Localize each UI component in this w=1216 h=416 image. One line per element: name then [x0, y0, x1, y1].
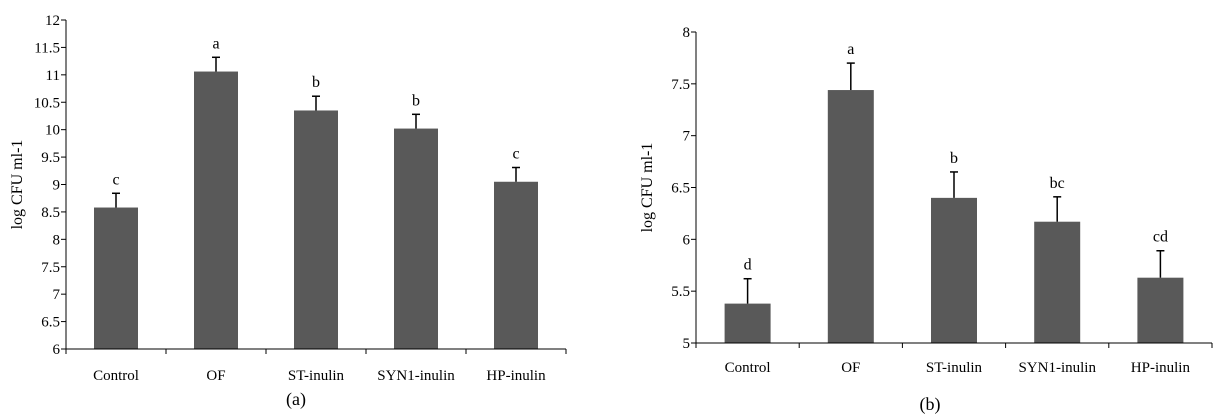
y-axis-title: log CFU ml-1 [639, 143, 656, 233]
y-axis-title: log CFU ml-1 [9, 140, 26, 230]
y-tick-label: 10.5 [34, 95, 60, 111]
category-label: HP-inulin [486, 368, 546, 384]
y-tick-label: 6 [683, 232, 691, 248]
chart-panel-b: 5 5.5 6 6.5 7 7.5 8 d Control a OF b ST-inulin bc SYN1… [639, 25, 1213, 415]
y-tick-label: 6 [53, 342, 61, 358]
y-tick-label: 7.5 [671, 77, 690, 93]
y-tick-label: 9.5 [41, 150, 60, 166]
bar [931, 197, 977, 343]
bar [1137, 277, 1184, 343]
significance-label: a [212, 35, 219, 52]
category-label: HP-inulin [1131, 360, 1191, 376]
y-tick-label: 7.5 [41, 260, 60, 276]
significance-label: bc [1050, 175, 1065, 192]
y-tick-label: 12 [45, 13, 60, 29]
significance-label: a [847, 41, 854, 58]
category-label: Control [725, 360, 771, 376]
category-label: ST-inulin [288, 368, 345, 384]
y-tick-label: 8.5 [41, 205, 60, 221]
category-label: SYN1-inulin [1018, 360, 1096, 376]
y-tick-label: 11.5 [34, 40, 60, 56]
bar [724, 303, 771, 343]
bar [294, 110, 338, 349]
chart-panel-a: 6 6.5 7 7.5 8 8.5 9 9.5 10 10.5 11 11.5 12 c Control a O… [9, 13, 567, 410]
y-tick-label: 11 [46, 68, 60, 84]
y-tick-label: 9 [53, 178, 61, 194]
significance-label: b [412, 92, 420, 109]
bar [94, 207, 138, 349]
bar [494, 181, 538, 349]
category-label: ST-inulin [926, 360, 983, 376]
panel-label: (b) [920, 394, 941, 415]
bar [1034, 221, 1081, 343]
bar [394, 128, 438, 349]
y-tick-label: 5 [683, 336, 691, 352]
significance-label: d [744, 257, 752, 274]
category-label: OF [206, 368, 225, 384]
significance-label: c [112, 171, 119, 188]
bar [194, 71, 238, 349]
y-tick-label: 7 [53, 287, 61, 303]
y-tick-label: 6.5 [671, 181, 690, 197]
category-label: Control [93, 368, 139, 384]
y-tick-label: 8 [683, 25, 691, 41]
significance-label: cd [1153, 229, 1168, 246]
y-tick-label: 5.5 [671, 284, 690, 300]
y-tick-label: 7 [683, 129, 691, 145]
significance-label: c [512, 146, 519, 163]
significance-label: b [950, 150, 958, 167]
panel-label: (a) [286, 389, 306, 410]
category-label: SYN1-inulin [377, 368, 455, 384]
y-tick-label: 8 [53, 232, 61, 248]
bar [827, 90, 874, 343]
y-tick-label: 6.5 [41, 315, 60, 331]
y-tick-label: 10 [45, 123, 60, 139]
significance-label: b [312, 74, 320, 91]
category-label: OF [841, 360, 860, 376]
